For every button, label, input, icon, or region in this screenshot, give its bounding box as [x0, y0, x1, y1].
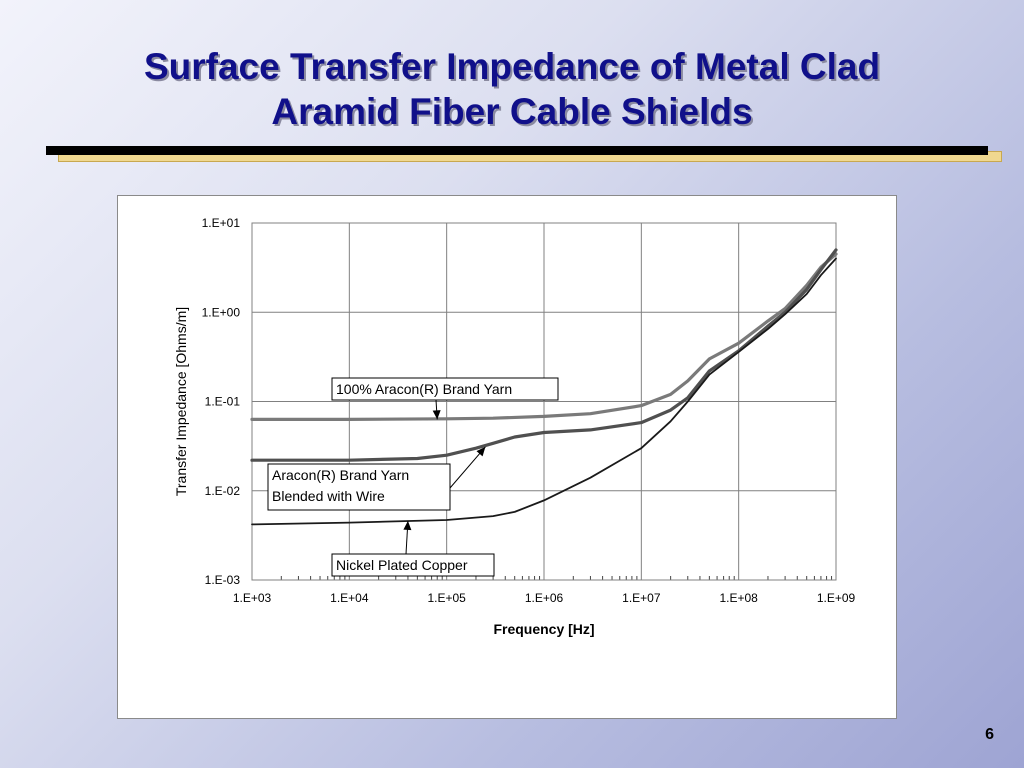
annotation-arrowhead	[432, 410, 441, 420]
annotation-arrowhead	[403, 520, 412, 531]
annotation-text: 100% Aracon(R) Brand Yarn	[336, 381, 512, 397]
y-tick-label: 1.E-02	[205, 484, 241, 498]
annotation-text: Nickel Plated Copper	[336, 557, 468, 573]
x-tick-label: 1.E+03	[233, 591, 272, 605]
x-tick-label: 1.E+05	[427, 591, 466, 605]
annotation-text: Aracon(R) Brand Yarn	[272, 467, 409, 483]
grid	[252, 223, 836, 580]
annotation-leader	[449, 446, 486, 489]
annotation-layer: 100% Aracon(R) Brand Yarn Aracon(R) Brand…	[267, 377, 559, 577]
title-underline	[46, 146, 988, 155]
annotation-1: 100% Aracon(R) Brand Yarn	[331, 377, 559, 420]
plot-area	[251, 222, 837, 581]
x-axis-label: Frequency [Hz]	[493, 621, 594, 637]
slide-title-line-2: Aramid Fiber Cable Shields	[271, 91, 753, 132]
slide-title: Surface Transfer Impedance of Metal Clad…	[0, 44, 1024, 134]
x-tick-labels: 1.E+03 1.E+04 1.E+05 1.E+06 1.E+07 1.E+08 1.E+…	[233, 591, 856, 605]
annotation-box	[331, 377, 559, 401]
x-tick-label: 1.E+06	[525, 591, 564, 605]
series-layer	[250, 248, 838, 526]
series-line-1	[250, 252, 838, 421]
series-line-2	[250, 248, 838, 462]
y-tick-label: 1.E+00	[202, 305, 241, 319]
annotation-box	[331, 553, 495, 577]
y-axis-label: Transfer Impedance [Ohms/m]	[173, 307, 189, 496]
x-tick-label: 1.E+09	[817, 591, 856, 605]
transfer-impedance-chart: 1.E+03 1.E+04 1.E+05 1.E+06 1.E+07 1.E+08 1.E+…	[173, 216, 856, 637]
y-tick-labels: 1.E+01 1.E+00 1.E-01 1.E-02 1.E-03	[202, 216, 241, 587]
x-tick-label: 1.E+04	[330, 591, 369, 605]
x-tick-label: 1.E+07	[622, 591, 661, 605]
minor-ticks	[280, 576, 833, 580]
slide-title-line-1: Surface Transfer Impedance of Metal Clad	[143, 46, 881, 87]
y-tick-label: 1.E-01	[205, 395, 241, 409]
chart-frame: 1.E+03 1.E+04 1.E+05 1.E+06 1.E+07 1.E+08 1.E+…	[117, 195, 897, 719]
annotation-text-line2: Blended with Wire	[272, 488, 385, 504]
page-number: 6	[985, 726, 994, 743]
annotation-3: Nickel Plated Copper	[331, 520, 495, 577]
annotation-2: Aracon(R) Brand Yarn Blended with Wire	[267, 446, 486, 511]
y-tick-label: 1.E-03	[205, 573, 241, 587]
x-tick-label: 1.E+08	[719, 591, 758, 605]
annotation-arrowhead	[476, 446, 486, 457]
annotation-box	[267, 463, 451, 511]
series-line-3	[251, 257, 837, 526]
y-tick-label: 1.E+01	[202, 216, 241, 230]
